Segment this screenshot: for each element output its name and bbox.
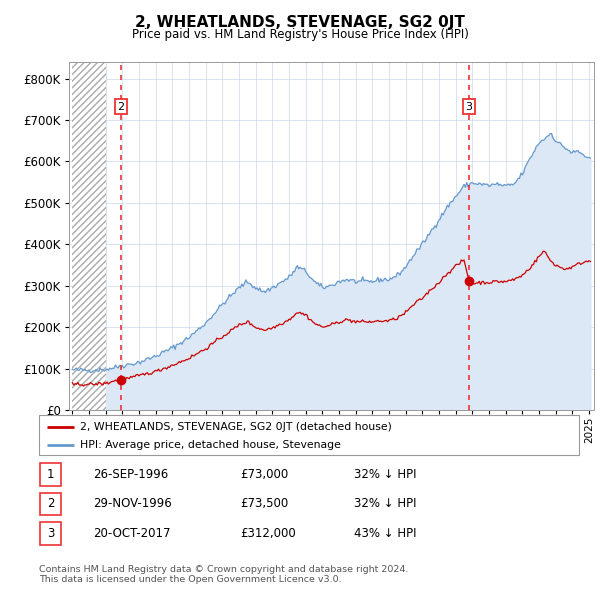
Text: 29-NOV-1996: 29-NOV-1996 <box>93 497 172 510</box>
Text: 2, WHEATLANDS, STEVENAGE, SG2 0JT: 2, WHEATLANDS, STEVENAGE, SG2 0JT <box>135 15 465 30</box>
Text: 1: 1 <box>47 468 54 481</box>
Text: 43% ↓ HPI: 43% ↓ HPI <box>354 527 416 540</box>
Text: £73,500: £73,500 <box>240 497 288 510</box>
Text: 3: 3 <box>47 527 54 540</box>
Text: 2, WHEATLANDS, STEVENAGE, SG2 0JT (detached house): 2, WHEATLANDS, STEVENAGE, SG2 0JT (detac… <box>79 422 391 432</box>
Text: £312,000: £312,000 <box>240 527 296 540</box>
Text: 3: 3 <box>466 101 472 112</box>
Text: 32% ↓ HPI: 32% ↓ HPI <box>354 497 416 510</box>
Text: 32% ↓ HPI: 32% ↓ HPI <box>354 468 416 481</box>
Text: Contains HM Land Registry data © Crown copyright and database right 2024.: Contains HM Land Registry data © Crown c… <box>39 565 409 574</box>
Text: 2: 2 <box>47 497 54 510</box>
Text: Price paid vs. HM Land Registry's House Price Index (HPI): Price paid vs. HM Land Registry's House … <box>131 28 469 41</box>
Text: 26-SEP-1996: 26-SEP-1996 <box>93 468 168 481</box>
Text: This data is licensed under the Open Government Licence v3.0.: This data is licensed under the Open Gov… <box>39 575 341 584</box>
Text: HPI: Average price, detached house, Stevenage: HPI: Average price, detached house, Stev… <box>79 441 340 450</box>
Text: 20-OCT-2017: 20-OCT-2017 <box>93 527 170 540</box>
Text: £73,000: £73,000 <box>240 468 288 481</box>
Text: 2: 2 <box>117 101 124 112</box>
